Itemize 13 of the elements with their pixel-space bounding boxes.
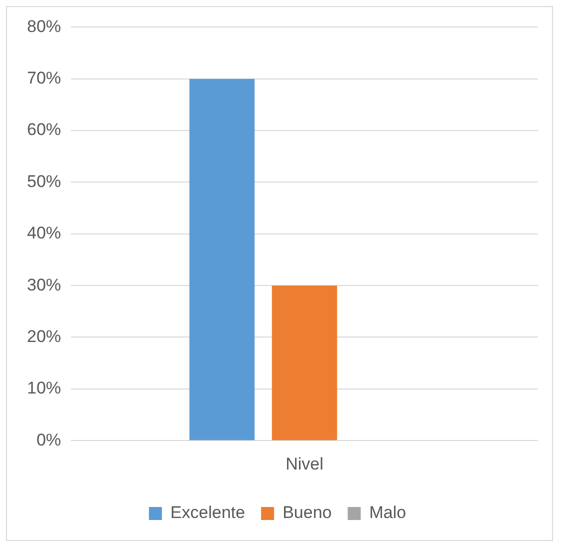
y-tick-label: 10% — [26, 378, 62, 398]
y-tick-label: 40% — [26, 224, 62, 243]
y-tick-label: 30% — [26, 275, 62, 294]
legend-label: Malo — [369, 503, 406, 522]
legend-label: Bueno — [282, 503, 332, 522]
y-tick-label: 80% — [26, 16, 62, 36]
y-tick-label: 70% — [26, 68, 62, 88]
y-tick-label: 50% — [26, 172, 62, 191]
y-tick-label: 0% — [36, 430, 62, 450]
x-tick-label: Nivel — [286, 454, 324, 474]
legend-label: Excelente — [170, 503, 246, 522]
y-tick-label: 20% — [26, 326, 62, 346]
y-tick-label: 60% — [26, 120, 62, 140]
